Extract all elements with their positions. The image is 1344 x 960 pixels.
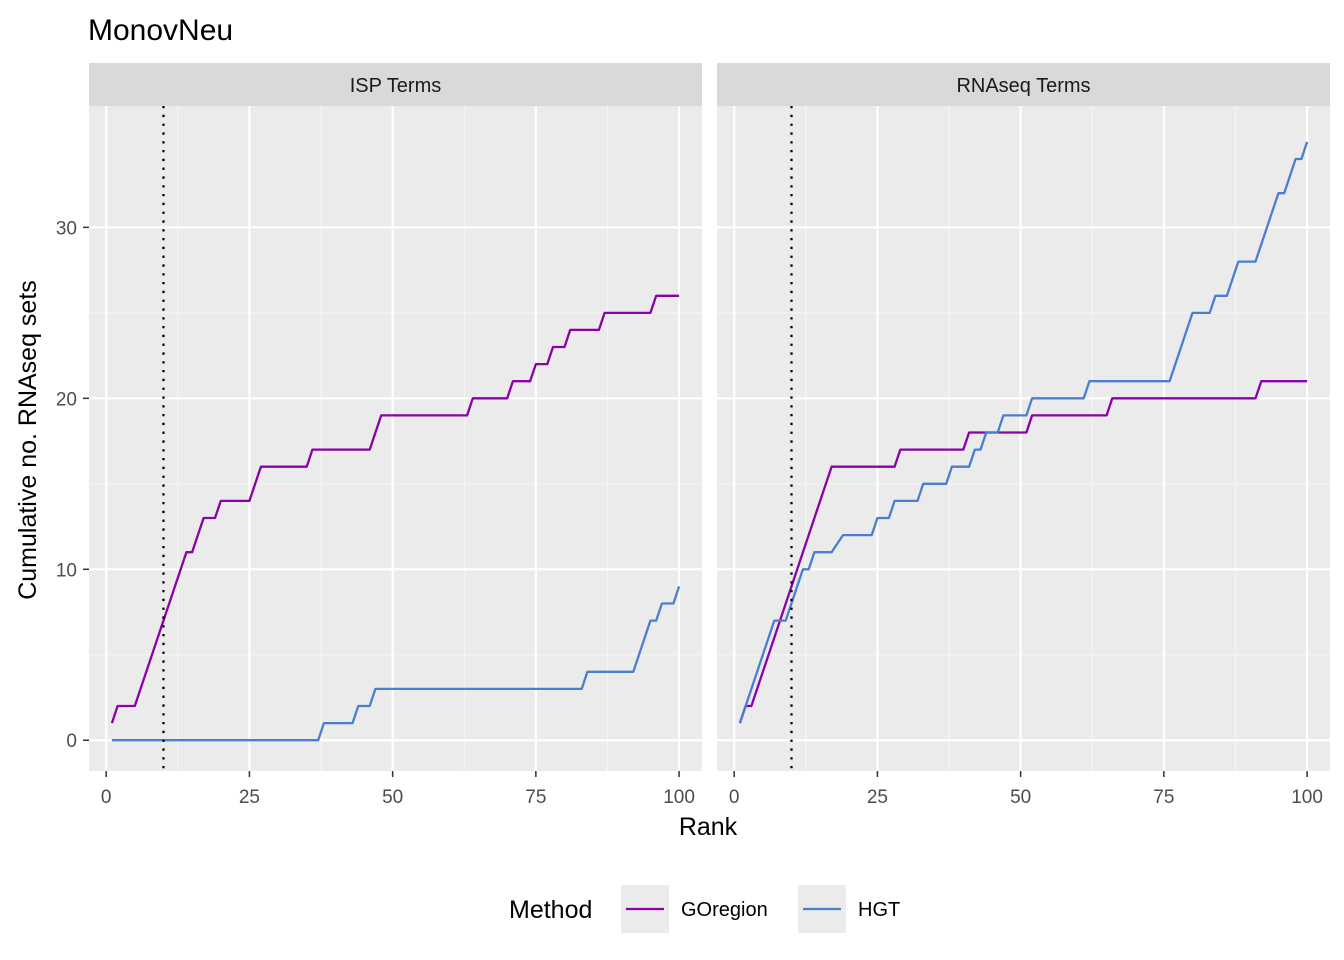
series-line-goregion <box>110 294 680 724</box>
panel-rnaseq-terms: RNAseq Terms 0 25 50 75 100 <box>717 63 1330 808</box>
x-tick-label: 75 <box>1153 787 1174 808</box>
series-line-hgt <box>111 586 681 742</box>
x-tick-label: 50 <box>1010 787 1031 808</box>
panel-strip <box>89 63 702 106</box>
panel-background <box>717 106 1330 771</box>
legend-items: GOregion HGT <box>621 885 900 933</box>
legend-label: GOregion <box>681 899 768 921</box>
legend-title: Method <box>509 896 592 924</box>
y-tick-label: 30 <box>56 218 77 239</box>
chart-title: MonovNeu <box>88 14 233 47</box>
legend-item-hgt: HGT <box>798 885 900 933</box>
panel-strip <box>717 63 1330 106</box>
legend: Method GOregion HGT <box>509 885 900 933</box>
y-tick-label: 0 <box>66 731 77 752</box>
x-tick-label: 25 <box>867 787 888 808</box>
y-tick-label: 20 <box>56 389 77 410</box>
series-line-goregion <box>738 380 1308 724</box>
x-axis-title: Rank <box>679 813 738 841</box>
y-axis-title: Cumulative no. RNAseq sets <box>14 280 42 600</box>
x-tick-label: 100 <box>1291 787 1323 808</box>
series-line-hgt <box>738 141 1309 724</box>
x-tick-label: 0 <box>101 787 112 808</box>
x-tick-label: 75 <box>525 787 546 808</box>
panels: ISP Terms 0 25 50 75 100 0 10 20 30 RNAseq Terms 0 2… <box>56 63 1330 808</box>
x-tick-label: 100 <box>663 787 695 808</box>
panel-strip-label: ISP Terms <box>350 75 442 97</box>
legend-label: HGT <box>858 899 900 921</box>
panel-background <box>89 106 702 771</box>
legend-item-goregion: GOregion <box>621 885 768 933</box>
panel-isp-terms: ISP Terms 0 25 50 75 100 0 10 20 30 <box>56 63 702 808</box>
y-tick-label: 10 <box>56 560 77 581</box>
x-tick-label: 50 <box>382 787 403 808</box>
x-tick-label: 25 <box>239 787 260 808</box>
x-tick-label: 0 <box>729 787 740 808</box>
panel-strip-label: RNAseq Terms <box>956 75 1090 97</box>
